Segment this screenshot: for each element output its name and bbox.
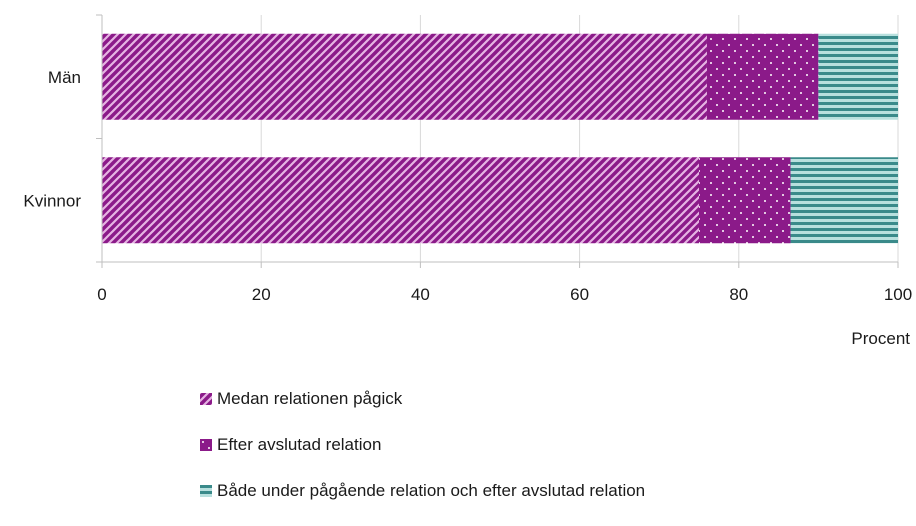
legend-swatch [200, 393, 212, 405]
bar-segment [706, 33, 819, 120]
x-tick-label: 60 [570, 285, 589, 304]
legend-item: Efter avslutad relation [200, 434, 645, 456]
x-tick-label: 40 [411, 285, 430, 304]
legend-label: Medan relationen pågick [217, 389, 403, 408]
legend-item: Medan relationen pågick [200, 388, 645, 410]
legend-label: Efter avslutad relation [217, 435, 382, 454]
category-label: Män [48, 68, 81, 87]
bars [102, 33, 898, 244]
x-tick-label: 80 [729, 285, 748, 304]
legend-item: Både under pågående relation och efter a… [200, 480, 645, 502]
x-tick-label: 0 [97, 285, 106, 304]
x-axis-title: Procent [851, 329, 910, 348]
legend: Medan relationen pågick Efter avslutad re… [200, 388, 645, 526]
x-tick-label: 100 [884, 285, 912, 304]
bar-segment [699, 157, 791, 244]
legend-label: Både under pågående relation och efter a… [217, 481, 646, 500]
axes [96, 14, 899, 268]
legend-swatch [200, 439, 212, 451]
category-label: Kvinnor [23, 191, 81, 210]
labels: 0 20 40 60 80 100 Procent Män Kvinnor [23, 68, 912, 348]
bar-segment [102, 157, 699, 244]
bar-segment [102, 33, 707, 120]
bar-segment [790, 157, 898, 244]
x-tick-label: 20 [252, 285, 271, 304]
legend-swatch [200, 485, 212, 497]
bar-segment [818, 33, 898, 120]
bar-chart: 0 20 40 60 80 100 Procent Män Kvinnor [23, 14, 912, 348]
